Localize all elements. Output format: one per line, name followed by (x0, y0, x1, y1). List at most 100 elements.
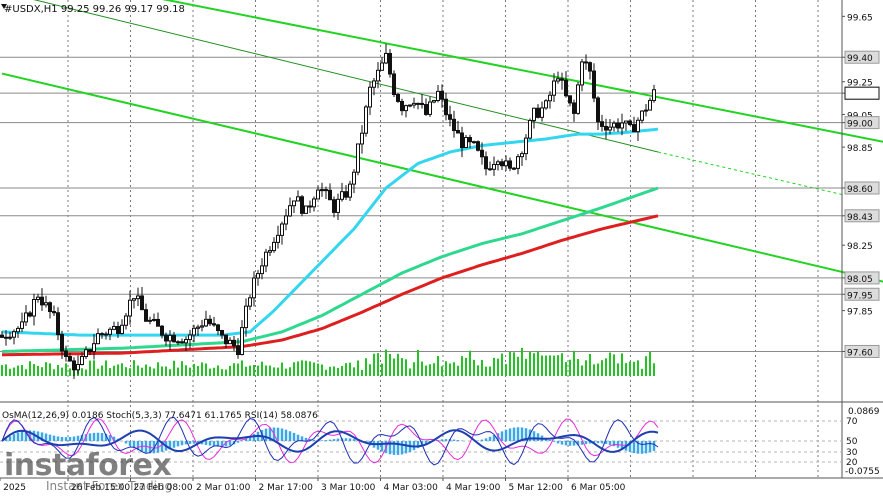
candle-body (200, 325, 204, 328)
candle-body (76, 364, 80, 371)
candle-body (292, 200, 296, 207)
candle-body (644, 109, 648, 112)
candle-body (632, 124, 636, 133)
candle-body (496, 161, 500, 165)
chart-header: #USDX,H1 99.25 99.26 99.17 99.18 (4, 4, 185, 15)
candle-body (636, 119, 640, 133)
candle-body (536, 107, 540, 118)
candle-body (240, 327, 244, 356)
candle-body (48, 302, 52, 313)
price-tick-label: 98.05 (847, 275, 873, 285)
candle-body (196, 326, 200, 329)
candle-body (192, 327, 196, 336)
osma-max-label: 0.0869 (848, 407, 880, 417)
candle-body (224, 334, 228, 345)
candle-body (324, 189, 328, 192)
candle-body (616, 122, 620, 129)
candle-body (92, 343, 96, 353)
indicator-pane (0, 416, 842, 466)
candle-body (360, 132, 364, 145)
candle-body (236, 345, 240, 356)
watermark-brand: instaforex (4, 448, 172, 483)
candle-body (520, 153, 524, 158)
candle-body (52, 311, 56, 314)
trend-channel (1, 0, 883, 283)
candle-body (104, 333, 108, 336)
candle-body (188, 334, 192, 341)
candle-body (540, 107, 544, 118)
moving-average-line (1, 127, 659, 337)
candle-body (448, 114, 452, 120)
candle-body (572, 102, 576, 114)
level-lines (0, 56, 842, 352)
candle-body (244, 305, 248, 329)
candle-body (552, 80, 556, 96)
candle-body (424, 104, 428, 115)
candle-body (612, 122, 616, 128)
candle-body (320, 189, 324, 192)
stoch-level-label: 20 (846, 458, 858, 468)
candle-body (600, 121, 604, 127)
candle-body (268, 250, 272, 253)
candle-body (36, 296, 40, 301)
candle-body (344, 191, 348, 198)
price-tick-label: 97.85 (847, 308, 873, 318)
candle-body (604, 125, 608, 131)
candle-body (468, 137, 472, 143)
rsi-line (1, 429, 659, 453)
moving-average-line (2, 214, 659, 357)
current-price-badge (844, 86, 880, 100)
candle-body (264, 251, 268, 267)
time-tick-label: 25 Feb 2025 (0, 483, 26, 493)
candle-body (172, 334, 176, 343)
stochastic-main-line (1, 416, 659, 466)
candle-body (464, 137, 468, 149)
time-tick-label: 2 Mar 17:00 (259, 483, 314, 493)
candle-body (220, 330, 224, 336)
candle-body (84, 349, 88, 358)
candle-body (216, 324, 220, 332)
price-tick-label: 97.60 (847, 348, 873, 358)
menu-triangle-icon (1, 4, 7, 9)
candle-body (4, 336, 8, 339)
stoch-level-label: 30 (846, 448, 858, 458)
candle-body (132, 298, 136, 301)
candle-body (20, 321, 24, 329)
candle-body (100, 333, 104, 336)
candle-body (152, 318, 156, 321)
candle-body (276, 234, 280, 243)
time-tick-label: 4 Mar 03:00 (384, 483, 439, 493)
candle-body (228, 339, 232, 345)
candle-body (164, 334, 168, 342)
candle-body (180, 341, 184, 344)
candle-body (288, 205, 292, 217)
candle-body (584, 61, 588, 64)
candle-body (456, 130, 460, 134)
candle-body (500, 161, 504, 167)
candle-body (504, 160, 508, 167)
candle-body (280, 223, 284, 236)
candle-body (124, 315, 128, 326)
candle-body (60, 334, 64, 352)
candle-body (472, 141, 476, 144)
candle-body (368, 86, 372, 108)
candle-body (460, 132, 464, 149)
candle-body (112, 325, 116, 330)
candle-body (592, 70, 596, 99)
candle-body (476, 141, 480, 151)
candle-body (648, 99, 652, 111)
candle-body (544, 100, 548, 109)
price-tick-label: 97.95 (847, 291, 873, 301)
candle-body (352, 171, 356, 185)
candle-body (308, 205, 312, 208)
channel-line (1, 72, 883, 283)
candle-body (80, 356, 84, 366)
candle-body (420, 102, 424, 106)
candle-body (356, 143, 360, 173)
candle-body (336, 198, 340, 213)
candle-body (232, 339, 236, 347)
candle-body (396, 94, 400, 102)
candle-body (8, 336, 12, 339)
candle-body (588, 62, 592, 72)
